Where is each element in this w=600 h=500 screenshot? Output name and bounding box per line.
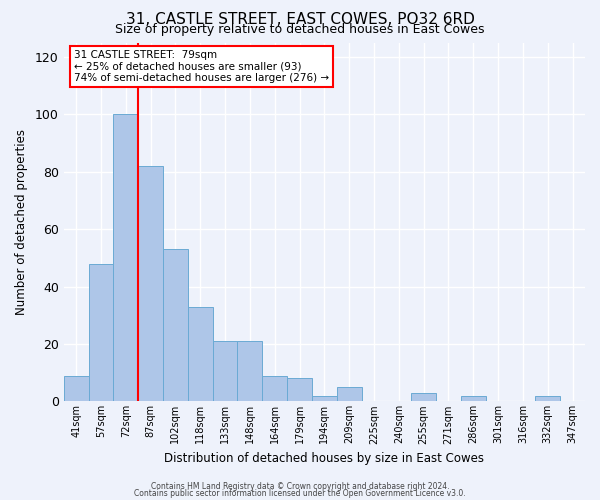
Bar xyxy=(89,264,113,402)
Bar xyxy=(113,114,138,402)
Y-axis label: Number of detached properties: Number of detached properties xyxy=(15,129,28,315)
Text: 31, CASTLE STREET, EAST COWES, PO32 6RD: 31, CASTLE STREET, EAST COWES, PO32 6RD xyxy=(125,12,475,28)
Bar xyxy=(337,387,362,402)
Bar xyxy=(138,166,163,402)
Bar xyxy=(535,396,560,402)
Text: Size of property relative to detached houses in East Cowes: Size of property relative to detached ho… xyxy=(115,22,485,36)
Bar xyxy=(312,396,337,402)
Bar xyxy=(461,396,486,402)
X-axis label: Distribution of detached houses by size in East Cowes: Distribution of detached houses by size … xyxy=(164,452,484,465)
Bar xyxy=(212,341,238,402)
Text: Contains HM Land Registry data © Crown copyright and database right 2024.: Contains HM Land Registry data © Crown c… xyxy=(151,482,449,491)
Bar xyxy=(163,249,188,402)
Bar xyxy=(287,378,312,402)
Bar xyxy=(411,393,436,402)
Text: Contains public sector information licensed under the Open Government Licence v3: Contains public sector information licen… xyxy=(134,490,466,498)
Bar xyxy=(262,376,287,402)
Bar xyxy=(238,341,262,402)
Text: 31 CASTLE STREET:  79sqm
← 25% of detached houses are smaller (93)
74% of semi-d: 31 CASTLE STREET: 79sqm ← 25% of detache… xyxy=(74,50,329,83)
Bar xyxy=(188,306,212,402)
Bar xyxy=(64,376,89,402)
